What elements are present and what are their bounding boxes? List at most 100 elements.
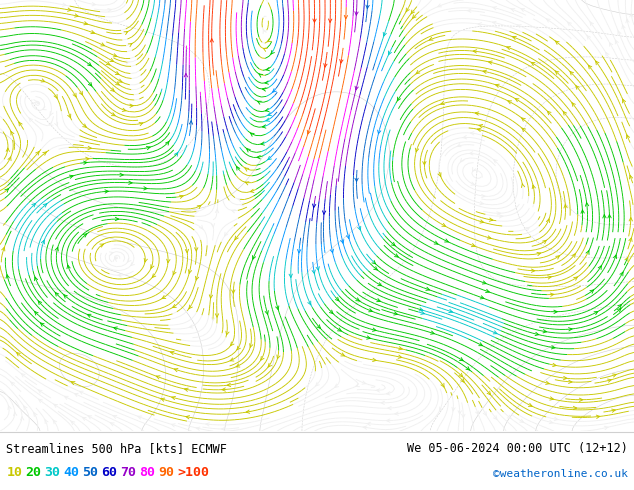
FancyArrowPatch shape (190, 121, 193, 124)
FancyArrowPatch shape (471, 244, 475, 246)
FancyArrowPatch shape (625, 257, 628, 261)
FancyArrowPatch shape (499, 215, 503, 218)
FancyArrowPatch shape (324, 64, 327, 67)
FancyArrowPatch shape (537, 252, 541, 256)
FancyArrowPatch shape (460, 358, 463, 361)
FancyArrowPatch shape (572, 254, 575, 257)
FancyArrowPatch shape (197, 427, 200, 430)
FancyArrowPatch shape (113, 54, 117, 57)
FancyArrowPatch shape (441, 101, 444, 105)
FancyArrowPatch shape (547, 219, 550, 222)
FancyArrowPatch shape (581, 210, 585, 213)
FancyArrowPatch shape (32, 203, 36, 207)
FancyArrowPatch shape (535, 332, 539, 336)
FancyArrowPatch shape (75, 14, 78, 17)
FancyArrowPatch shape (184, 74, 188, 77)
FancyArrowPatch shape (100, 244, 103, 247)
FancyArrowPatch shape (6, 148, 10, 151)
FancyArrowPatch shape (161, 398, 165, 401)
FancyArrowPatch shape (247, 148, 250, 152)
FancyArrowPatch shape (442, 223, 446, 226)
FancyArrowPatch shape (263, 49, 267, 51)
FancyArrowPatch shape (373, 358, 376, 362)
FancyArrowPatch shape (211, 223, 214, 227)
FancyArrowPatch shape (550, 397, 553, 400)
FancyArrowPatch shape (313, 19, 316, 23)
FancyArrowPatch shape (237, 346, 240, 350)
FancyArrowPatch shape (238, 198, 242, 202)
Text: Streamlines 500 hPa [kts] ECMWF: Streamlines 500 hPa [kts] ECMWF (6, 442, 227, 455)
FancyArrowPatch shape (34, 277, 37, 281)
FancyArrowPatch shape (355, 86, 358, 90)
FancyArrowPatch shape (548, 111, 551, 115)
FancyArrowPatch shape (6, 275, 10, 278)
FancyArrowPatch shape (590, 22, 593, 25)
FancyArrowPatch shape (73, 93, 76, 97)
FancyArrowPatch shape (341, 353, 345, 356)
FancyArrowPatch shape (226, 331, 229, 335)
FancyArrowPatch shape (335, 384, 339, 387)
FancyArrowPatch shape (493, 6, 496, 10)
FancyArrowPatch shape (586, 251, 589, 254)
FancyArrowPatch shape (11, 382, 15, 386)
FancyArrowPatch shape (546, 381, 549, 385)
FancyArrowPatch shape (398, 97, 401, 101)
FancyArrowPatch shape (257, 156, 261, 159)
FancyArrowPatch shape (69, 175, 73, 178)
Text: 70: 70 (120, 466, 136, 479)
Text: 20: 20 (25, 466, 41, 479)
FancyArrowPatch shape (83, 234, 87, 237)
FancyArrowPatch shape (2, 247, 5, 251)
FancyArrowPatch shape (189, 305, 192, 309)
FancyArrowPatch shape (337, 328, 341, 331)
FancyArrowPatch shape (88, 82, 92, 86)
FancyArrowPatch shape (195, 276, 198, 280)
FancyArrowPatch shape (480, 220, 484, 223)
FancyArrowPatch shape (344, 15, 347, 19)
FancyArrowPatch shape (587, 36, 590, 39)
FancyArrowPatch shape (312, 270, 315, 273)
FancyArrowPatch shape (330, 249, 333, 253)
FancyArrowPatch shape (630, 14, 633, 17)
FancyArrowPatch shape (521, 8, 525, 12)
FancyArrowPatch shape (65, 396, 68, 399)
FancyArrowPatch shape (358, 226, 361, 230)
FancyArrowPatch shape (266, 108, 269, 112)
FancyArrowPatch shape (128, 44, 132, 47)
FancyArrowPatch shape (480, 296, 484, 299)
FancyArrowPatch shape (54, 404, 58, 408)
FancyArrowPatch shape (373, 267, 377, 270)
FancyArrowPatch shape (146, 147, 150, 149)
FancyArrowPatch shape (222, 388, 226, 391)
FancyArrowPatch shape (126, 61, 129, 64)
FancyArrowPatch shape (268, 364, 271, 367)
FancyArrowPatch shape (596, 415, 600, 418)
FancyArrowPatch shape (515, 98, 519, 102)
FancyArrowPatch shape (368, 309, 372, 312)
FancyArrowPatch shape (377, 389, 380, 392)
FancyArrowPatch shape (612, 374, 616, 377)
FancyArrowPatch shape (554, 417, 558, 420)
FancyArrowPatch shape (494, 160, 497, 163)
FancyArrowPatch shape (252, 255, 256, 259)
FancyArrowPatch shape (478, 23, 482, 26)
FancyArrowPatch shape (340, 59, 343, 63)
FancyArrowPatch shape (486, 290, 489, 293)
FancyArrowPatch shape (438, 4, 441, 7)
FancyArrowPatch shape (265, 311, 268, 314)
FancyArrowPatch shape (34, 99, 37, 103)
FancyArrowPatch shape (415, 148, 418, 152)
FancyArrowPatch shape (261, 356, 264, 360)
FancyArrowPatch shape (588, 65, 592, 69)
FancyArrowPatch shape (49, 122, 53, 125)
FancyArrowPatch shape (39, 390, 42, 393)
FancyArrowPatch shape (108, 8, 112, 12)
FancyArrowPatch shape (222, 427, 225, 431)
FancyArrowPatch shape (184, 388, 188, 392)
FancyArrowPatch shape (366, 5, 369, 8)
FancyArrowPatch shape (569, 380, 572, 384)
FancyArrowPatch shape (626, 135, 630, 139)
FancyArrowPatch shape (481, 195, 485, 198)
FancyArrowPatch shape (372, 328, 376, 331)
FancyArrowPatch shape (596, 61, 599, 65)
